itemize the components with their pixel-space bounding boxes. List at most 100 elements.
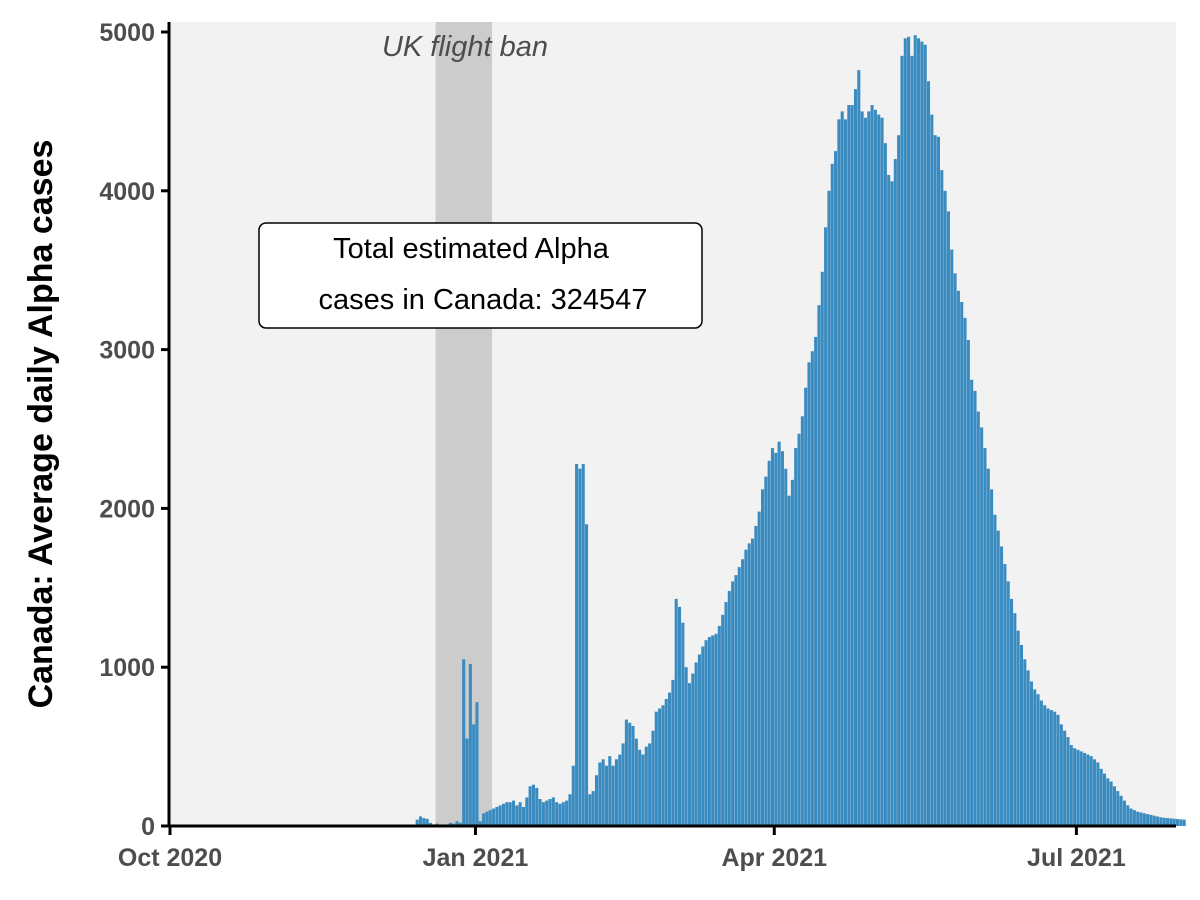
bar [784, 468, 788, 826]
bar [764, 476, 768, 826]
bar [1116, 791, 1120, 826]
bar [651, 730, 655, 826]
bar [727, 590, 731, 826]
bar [428, 822, 433, 826]
bar [1159, 817, 1163, 826]
bar [950, 249, 954, 826]
bar [824, 227, 828, 826]
bar [594, 775, 599, 826]
bar [1086, 754, 1090, 826]
bar [1066, 737, 1070, 826]
bar [697, 654, 701, 826]
bar [817, 305, 821, 826]
bar [1019, 644, 1024, 826]
y-axis: 0 1000 2000 3000 4000 5000 [99, 19, 169, 841]
bar [485, 811, 489, 826]
total-cases-annotation: Total estimated Alpha cases in Canada: 3… [258, 222, 703, 329]
bar [800, 416, 804, 826]
bar [1049, 710, 1053, 826]
flight-ban-label: UK flight ban [382, 31, 548, 63]
bar [478, 821, 482, 826]
bar [1106, 778, 1110, 826]
bar [422, 818, 426, 826]
bar [624, 719, 628, 826]
bar [515, 805, 519, 826]
bar [897, 135, 901, 827]
y-tick-label: 1000 [99, 654, 155, 682]
bar [1009, 598, 1014, 826]
bar [1102, 773, 1107, 826]
y-tick-label: 4000 [99, 178, 155, 206]
bar [661, 705, 665, 826]
bar [963, 317, 967, 826]
bar [910, 55, 914, 826]
bar [751, 538, 755, 826]
bar [1016, 630, 1020, 826]
bar [462, 659, 466, 826]
bar [674, 598, 678, 826]
bar [804, 387, 808, 826]
bar [1112, 786, 1116, 826]
bar [561, 802, 565, 826]
bar [1073, 748, 1077, 826]
x-tick-label: Jul 2021 [1027, 844, 1126, 872]
bar [814, 336, 818, 826]
bar [518, 802, 522, 826]
bar [528, 786, 532, 826]
bar [508, 802, 512, 826]
bar [714, 633, 718, 826]
bar [920, 41, 924, 826]
bar [691, 673, 695, 826]
bar [1076, 749, 1080, 826]
bar [1132, 810, 1136, 826]
bar [717, 625, 721, 826]
bar [472, 724, 476, 826]
bar [1149, 814, 1153, 826]
bar [767, 460, 771, 826]
bar [644, 746, 648, 826]
bar [970, 379, 974, 826]
bar [830, 163, 834, 827]
bar [993, 514, 997, 826]
bar [757, 511, 761, 826]
bar [810, 351, 814, 826]
bar [601, 759, 605, 826]
bar [953, 273, 957, 826]
bar [687, 683, 692, 826]
bar [983, 448, 987, 826]
bar [1013, 613, 1017, 826]
bar [840, 111, 844, 826]
bar [1093, 759, 1097, 826]
bar [827, 190, 831, 827]
bar [867, 111, 871, 826]
bar [1023, 659, 1027, 826]
bar [1059, 724, 1063, 826]
annotation-box-frame [258, 222, 703, 329]
bar [648, 743, 652, 826]
bar [578, 468, 582, 826]
bar [741, 559, 745, 826]
bar [711, 635, 715, 826]
bar [668, 692, 672, 826]
bar [684, 667, 688, 826]
bar [780, 451, 784, 826]
bars-layer [415, 35, 1186, 827]
bar [611, 765, 615, 826]
bar [980, 427, 984, 826]
bar [923, 44, 927, 826]
bar [502, 803, 506, 826]
bar [1172, 818, 1176, 826]
bar [704, 640, 708, 826]
bar [1122, 800, 1126, 826]
bar [877, 114, 881, 826]
bar [568, 794, 572, 826]
bar [790, 479, 794, 826]
bar [475, 702, 479, 826]
bar [863, 117, 867, 826]
bar [774, 452, 778, 826]
bar [837, 119, 841, 827]
bar [820, 271, 824, 826]
x-tick-label: Oct 2020 [118, 844, 222, 872]
bar [747, 543, 751, 826]
bar [1099, 768, 1103, 826]
